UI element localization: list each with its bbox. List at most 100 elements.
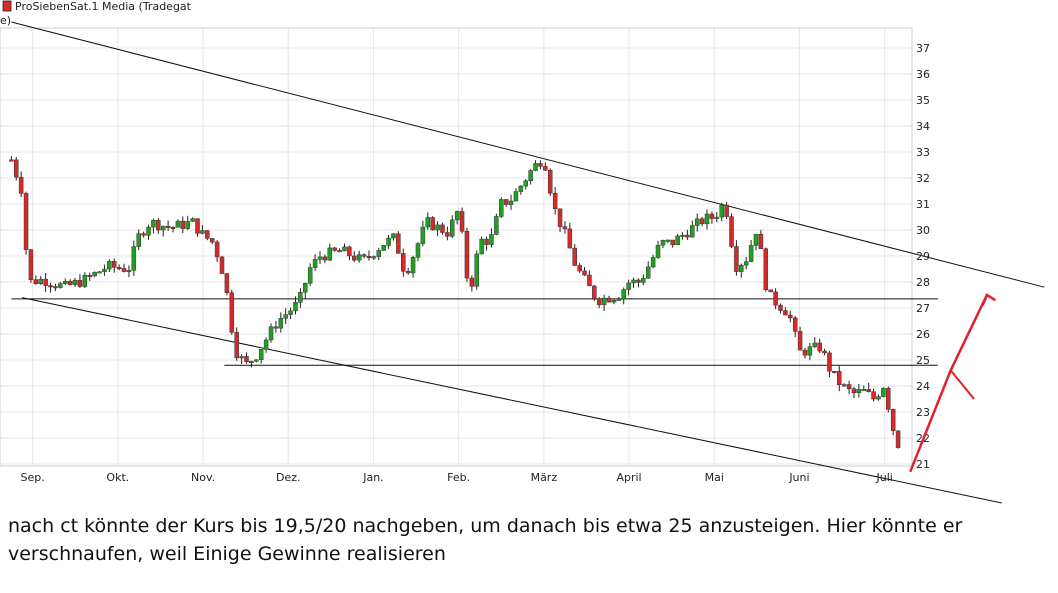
caption-text: nach ct könnte der Kurs bis 19,5/20 nach… — [8, 515, 963, 565]
candle-down — [827, 352, 832, 372]
candle-down — [538, 163, 543, 167]
candle-up — [621, 289, 626, 300]
candle-down — [401, 253, 406, 272]
y-tick-label: 27 — [916, 302, 930, 315]
candle-up — [92, 272, 97, 277]
y-tick-label: 34 — [916, 120, 930, 133]
candle-up — [650, 257, 656, 268]
candle-up — [528, 170, 533, 182]
candle-up — [107, 261, 112, 270]
candle-up — [278, 318, 284, 329]
legend-label: ProSiebenSat.1 Media (Tradegat — [15, 0, 192, 13]
candle-up — [739, 264, 744, 272]
candle-up — [743, 261, 749, 266]
candle-down — [768, 289, 773, 293]
candle-down — [895, 430, 901, 448]
candle-down — [709, 213, 715, 219]
candle-up — [249, 360, 254, 363]
candle-up — [102, 268, 107, 272]
candle-down — [347, 246, 352, 257]
candle-down — [557, 208, 563, 227]
x-tick-label: April — [616, 471, 641, 484]
candle-down — [596, 298, 602, 306]
candle-down — [587, 274, 592, 287]
candle-down — [670, 239, 675, 245]
candle-down — [763, 248, 769, 291]
candle-down — [234, 332, 239, 359]
candle-down — [111, 261, 117, 268]
candle-up — [861, 389, 867, 392]
candle-up — [254, 359, 259, 362]
candle-up — [694, 218, 700, 226]
legend-swatch — [2, 0, 12, 12]
y-tick-label: 30 — [916, 224, 930, 237]
candle-down — [170, 226, 176, 229]
candle-down — [783, 310, 788, 316]
chart-legend: ProSiebenSat.1 Media (Tradegat e) — [0, 0, 192, 27]
candle-down — [552, 192, 558, 210]
candle-up — [327, 247, 333, 261]
candle-down — [636, 279, 641, 283]
candle-down — [165, 225, 171, 228]
candle-down — [729, 216, 734, 247]
candle-up — [381, 245, 386, 251]
candle-down — [229, 292, 235, 333]
candle-down — [886, 388, 891, 410]
candle-up — [356, 254, 362, 261]
candle-down — [890, 409, 896, 432]
candle-down — [572, 247, 577, 266]
x-tick-label: Juni — [788, 471, 809, 484]
candle-down — [440, 224, 445, 233]
y-tick-label: 21 — [916, 458, 930, 471]
candle-up — [342, 246, 347, 252]
candle-down — [43, 278, 48, 286]
candle-up — [631, 279, 636, 284]
candle-down — [352, 255, 357, 261]
candle-down — [156, 220, 161, 231]
trendline-lower-channel — [21, 297, 1002, 504]
candle-up — [641, 277, 646, 283]
forecast-projection — [909, 293, 997, 473]
candle-up — [72, 279, 78, 285]
candle-down — [195, 218, 200, 234]
candle-down — [822, 350, 827, 354]
candle-up — [200, 230, 205, 234]
y-tick-label: 23 — [916, 406, 930, 419]
candle-down — [582, 270, 587, 276]
candle-down — [430, 217, 435, 231]
candle-up — [175, 220, 181, 228]
axis-fragment: e) — [0, 14, 11, 27]
candle-up — [499, 199, 504, 217]
candle-down — [219, 256, 225, 274]
x-tick-label: Sep. — [21, 471, 45, 484]
candle-down — [464, 231, 470, 279]
candle-up — [812, 342, 818, 347]
candle-down — [606, 297, 612, 303]
candle-up — [518, 185, 524, 192]
candle-up — [293, 302, 298, 312]
candle-down — [724, 204, 729, 217]
chart-grid — [0, 28, 912, 466]
x-tick-label: Nov. — [191, 471, 215, 484]
candle-up — [312, 259, 318, 268]
candle-up — [435, 224, 440, 231]
candle-up — [58, 283, 63, 288]
candle-down — [23, 193, 29, 250]
candle-down — [851, 388, 857, 394]
candle-up — [317, 256, 323, 260]
candle-up — [420, 226, 426, 244]
candle-down — [778, 304, 783, 311]
candlestick-series — [9, 156, 901, 449]
candle-up — [97, 271, 102, 274]
candle-down — [832, 370, 837, 373]
candle-up — [626, 282, 631, 290]
candle-up — [146, 226, 151, 236]
candle-up — [479, 238, 484, 255]
y-tick-label: 36 — [916, 68, 930, 81]
y-tick-label: 25 — [916, 354, 930, 367]
x-tick-label: Okt. — [106, 471, 129, 484]
candle-up — [263, 339, 269, 350]
candle-up — [680, 234, 685, 237]
candle-down — [405, 271, 411, 274]
